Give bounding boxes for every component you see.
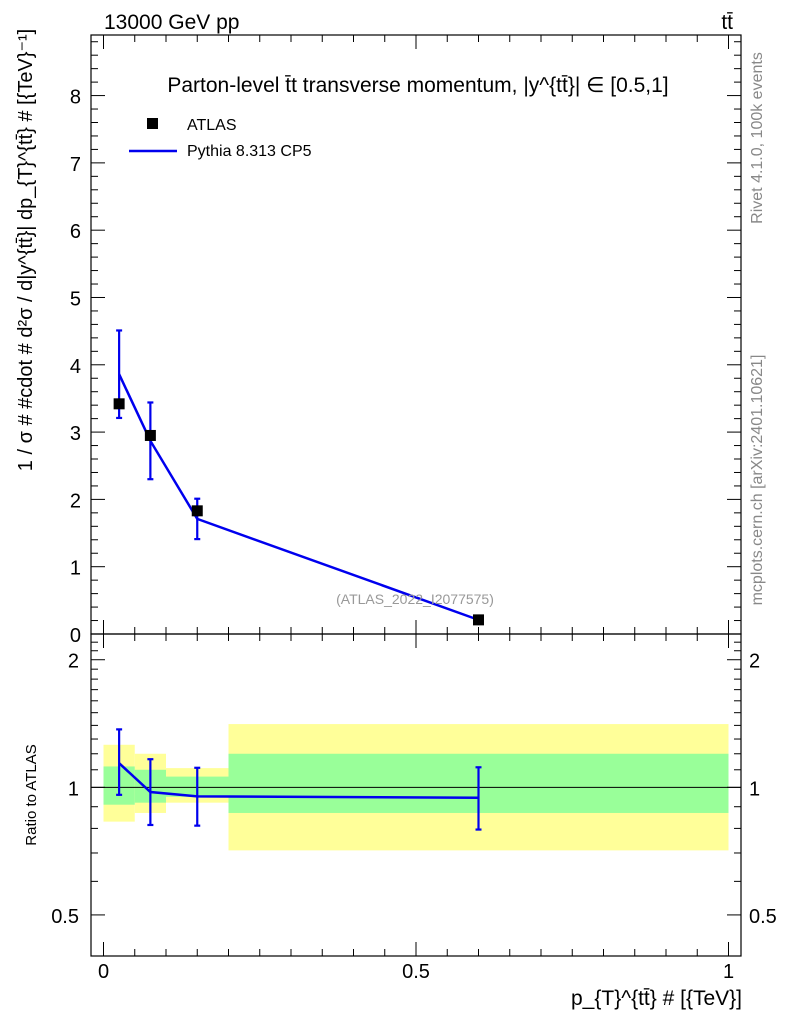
legend-atlas-marker <box>147 118 158 129</box>
y-tick-label: 5 <box>70 288 81 310</box>
y-tick-label: 0 <box>70 625 81 647</box>
legend-pythia-label: Pythia 8.313 CP5 <box>187 143 312 160</box>
mcplots-label: mcplots.cern.ch [arXiv:2401.10621] <box>749 355 766 606</box>
rivet-label: Rivet 4.1.0, 100k events <box>749 52 766 224</box>
y-tick-label: 3 <box>70 423 81 445</box>
ratio-y-tick-label-right: 0.5 <box>749 906 777 928</box>
analysis-tag: (ATLAS_2022_I2077575) <box>336 591 494 607</box>
main-panel: 0 1 2 3 4 5 6 7 8 <box>70 34 742 647</box>
y-tick-label: 2 <box>70 490 81 512</box>
legend: ATLAS Pythia 8.313 CP5 <box>129 117 312 160</box>
atlas-data-point <box>191 505 203 517</box>
ratio-y-tick-label-left: 2 <box>68 651 79 673</box>
pythia-series-line <box>117 373 479 622</box>
chart-title: Parton-level t̄t transverse momentum, |y… <box>167 74 668 97</box>
main-panel-data <box>113 329 484 626</box>
ratio-y-tick-label-left: 0.5 <box>51 906 79 928</box>
process-label: tt̄ <box>721 11 733 34</box>
ratio-panel-data <box>116 728 482 831</box>
y-tick-label: 1 <box>70 558 81 580</box>
ratio-y-tick-label-right: 1 <box>749 778 760 800</box>
ratio-panel: 0.5 0.5 1 1 2 2 0 0.5 1 <box>51 633 777 983</box>
ratio-y-tick-label-right: 2 <box>749 651 760 673</box>
ratio-y-axis-label: Ratio to ATLAS <box>23 744 40 845</box>
x-tick-label: 0 <box>98 961 109 983</box>
atlas-data-point <box>473 614 484 626</box>
atlas-data-point <box>144 429 156 441</box>
y-tick-label: 6 <box>70 221 81 243</box>
ratio-y-tick-label-left: 1 <box>68 778 79 800</box>
energy-label: 13000 GeV pp <box>104 11 239 34</box>
y-tick-label: 4 <box>70 356 81 378</box>
legend-atlas-label: ATLAS <box>187 117 237 134</box>
x-tick-label: 1 <box>723 961 734 983</box>
ratio-series-line <box>118 762 479 799</box>
main-y-axis-label: 1 / σ # #cdot # d²σ / d|y^{tt̄}| dp_{T}^… <box>15 29 37 471</box>
x-axis-label: p_{T}^{tt̄} # [{TeV}] <box>571 987 742 1010</box>
y-tick-label: 7 <box>70 154 81 176</box>
x-tick-label: 0.5 <box>402 961 430 983</box>
atlas-data-point <box>113 398 125 410</box>
y-tick-label: 8 <box>70 87 81 109</box>
